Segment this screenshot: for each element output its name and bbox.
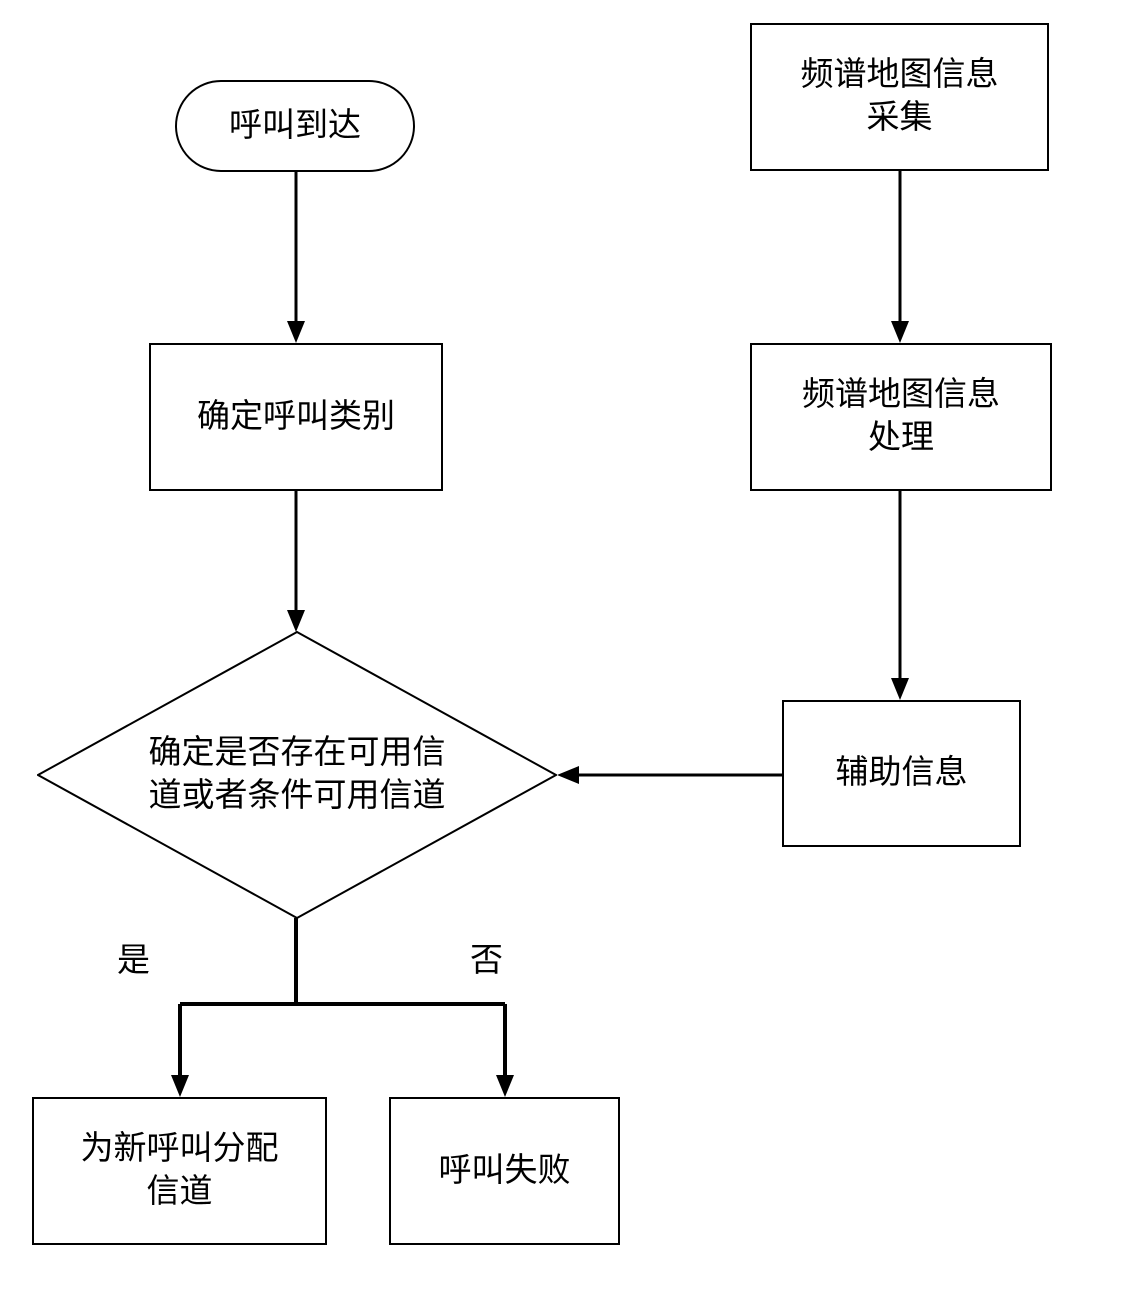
node-fail-label: 呼叫失败 — [439, 1150, 571, 1193]
node-collect: 频谱地图信息采集 — [750, 23, 1049, 171]
node-classify: 确定呼叫类别 — [149, 343, 443, 491]
arrowhead-start-classify — [287, 321, 305, 343]
arrowhead-classify-decision — [287, 610, 305, 632]
node-fail: 呼叫失败 — [389, 1097, 620, 1245]
arrowhead-aux-decision — [557, 766, 579, 784]
node-collect-label: 频谱地图信息采集 — [801, 54, 999, 140]
node-aux: 辅助信息 — [782, 700, 1021, 847]
node-process: 频谱地图信息处理 — [750, 343, 1052, 491]
node-start: 呼叫到达 — [175, 80, 415, 172]
branch-label: 是 — [117, 933, 150, 981]
flowchart-canvas: 呼叫到达确定呼叫类别确定是否存在可用信道或者条件可用信道为新呼叫分配信道 呼叫失败… — [0, 0, 1139, 1312]
node-alloc: 为新呼叫分配信道 — [32, 1097, 327, 1245]
arrowhead-collect-process — [891, 321, 909, 343]
arrowhead-splitR-fail — [496, 1075, 514, 1097]
node-decision: 确定是否存在可用信道或者条件可用信道 — [37, 631, 557, 919]
node-alloc-label: 为新呼叫分配信道 — [81, 1128, 279, 1214]
node-decision-label: 确定是否存在可用信道或者条件可用信道 — [149, 732, 446, 818]
arrowhead-process-aux — [891, 678, 909, 700]
arrowhead-splitL-alloc — [171, 1075, 189, 1097]
node-process-label: 频谱地图信息处理 — [802, 374, 1000, 460]
node-aux-label: 辅助信息 — [836, 752, 968, 795]
branch-label: 否 — [470, 933, 503, 981]
node-start-label: 呼叫到达 — [229, 105, 361, 148]
node-classify-label: 确定呼叫类别 — [197, 396, 395, 439]
